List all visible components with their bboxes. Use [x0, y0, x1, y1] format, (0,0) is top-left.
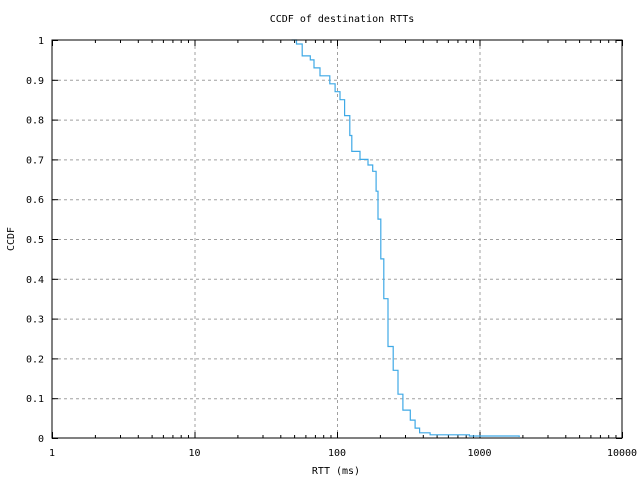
y-tick-label: 1	[38, 36, 44, 47]
y-axis-label: CCDF	[6, 227, 17, 251]
chart-title: CCDF of destination RTTs	[270, 14, 415, 25]
x-tick-label: 1	[49, 448, 55, 459]
y-tick-label: 0.2	[26, 354, 44, 365]
y-tick-label: 0.3	[26, 315, 44, 326]
ticks: 0 0.1 0.2 0.3 0.4 0.5 0.6 0.7 0.8 0.9 1 1 10 100 1000 1…	[26, 36, 637, 459]
x-tick-label: 1000	[467, 448, 491, 459]
x-axis-label: RTT (ms)	[312, 466, 360, 477]
y-tick-label: 0.7	[26, 155, 44, 166]
grid	[52, 40, 622, 438]
y-tick-label: 0.1	[26, 394, 44, 405]
y-tick-label: 0.6	[26, 195, 44, 206]
plot-lines	[291, 39, 520, 437]
x-tick-label: 100	[328, 448, 346, 459]
y-tick-label: 0.5	[26, 235, 44, 246]
ccdf-series-line	[291, 39, 520, 437]
y-tick-label: 0.8	[26, 116, 44, 127]
x-tick-label: 10	[188, 448, 200, 459]
plot-border	[51, 39, 623, 439]
y-tick-label: 0.4	[26, 275, 44, 286]
y-tick-label: 0.9	[26, 76, 44, 87]
y-tick-label: 0	[38, 434, 44, 445]
x-tick-label: 10000	[607, 448, 637, 459]
